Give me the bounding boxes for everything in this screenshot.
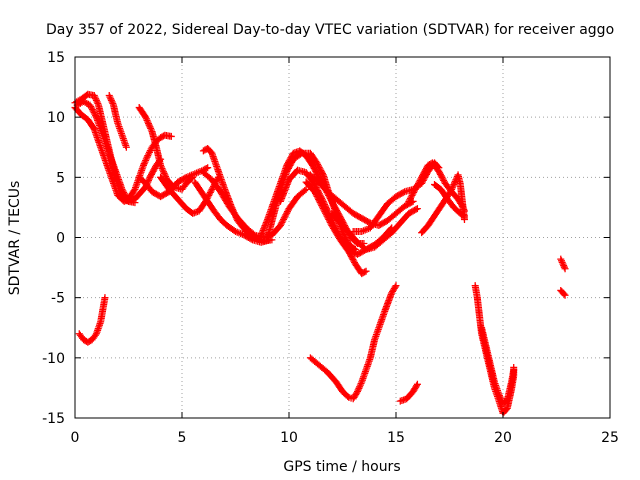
y-axis-label: SDTVAR / TECUs [7, 181, 23, 296]
series-arc-24 [396, 380, 421, 405]
series-arc-22 [75, 294, 109, 346]
data-point-markers [306, 171, 417, 229]
data-point-markers [105, 92, 130, 151]
y-tick-label: 5 [56, 170, 65, 186]
series-arc-7 [135, 164, 212, 201]
y-axis-ticks: -15 -10 -5 0 5 10 15 [42, 50, 610, 427]
data-point-markers [199, 169, 310, 241]
series-arc-23 [306, 282, 400, 403]
x-tick-label: 20 [494, 430, 512, 446]
series-arc-16 [306, 171, 417, 229]
x-axis-ticks: 0 5 10 15 20 25 [71, 57, 619, 446]
series-arc-3 [73, 98, 139, 207]
y-tick-label: -10 [42, 351, 65, 367]
y-tick-label: -5 [51, 291, 65, 307]
series-arc-11 [199, 169, 310, 241]
data-point-markers [306, 282, 400, 403]
data-point-markers [73, 98, 139, 207]
data-point-markers [75, 294, 109, 346]
x-tick-label: 10 [280, 430, 298, 446]
y-tick-label: 15 [47, 50, 65, 66]
x-axis-label: GPS time / hours [283, 459, 400, 475]
series-arc-20 [418, 171, 468, 237]
x-tick-label: 15 [387, 430, 405, 446]
data-point-markers [418, 171, 468, 237]
series-arc-28 [557, 286, 569, 299]
data-point-markers [557, 255, 569, 273]
data-point-markers [478, 324, 518, 408]
y-tick-label: 10 [47, 110, 65, 126]
data-point-markers [328, 205, 421, 254]
series-arc-26 [478, 324, 518, 408]
data-point-markers [431, 181, 468, 220]
y-tick-label: -15 [42, 411, 65, 427]
data-point-markers [557, 286, 569, 299]
series-arc-4 [105, 92, 130, 151]
data-point-markers [302, 178, 370, 278]
grid-lines [75, 57, 610, 418]
series-arc-27 [557, 255, 569, 273]
data-point-markers [135, 164, 212, 201]
data-points [71, 90, 569, 417]
series-arc-15 [302, 178, 370, 278]
data-point-markers [396, 380, 421, 405]
series-arc-21 [431, 181, 468, 220]
chart-title: Day 357 of 2022, Sidereal Day-to-day VTE… [46, 22, 614, 38]
x-tick-label: 0 [71, 430, 80, 446]
x-tick-label: 25 [601, 430, 619, 446]
y-tick-label: 0 [56, 231, 65, 247]
series-arc-17 [328, 205, 421, 254]
x-tick-label: 5 [178, 430, 187, 446]
